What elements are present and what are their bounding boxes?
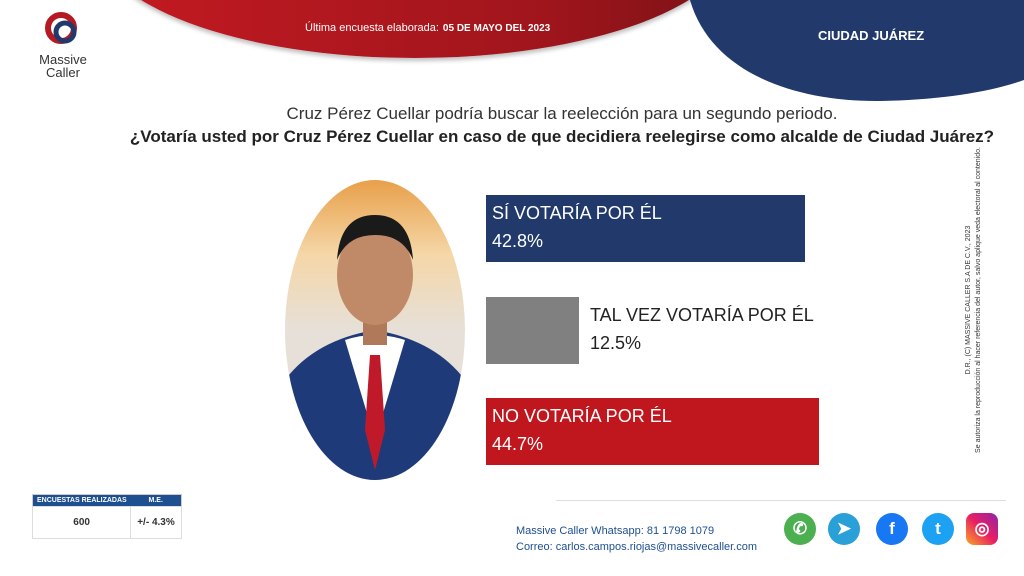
date-value: 05 DE MAYO DEL 2023: [442, 23, 551, 34]
survey-date: Última encuesta elaborada: 05 DE MAYO DEL…: [305, 22, 550, 34]
logo-icon: [45, 12, 77, 44]
bar-label-group: NO VOTARÍA POR ÉL 44.7%: [492, 402, 672, 458]
bar-1: [486, 297, 580, 364]
bar-label-group: TAL VEZ VOTARÍA POR ÉL 12.5%: [590, 301, 814, 357]
whatsapp-icon[interactable]: ✆: [784, 513, 816, 545]
question-title: ¿Votaría usted por Cruz Pérez Cuellar en…: [129, 127, 995, 146]
logo-text-2: Caller: [46, 65, 80, 80]
bar-category-label: SÍ VOTARÍA POR ÉL: [492, 203, 662, 223]
margin-header: M.E.: [130, 494, 182, 507]
facebook-icon[interactable]: f: [876, 513, 908, 545]
legal-line-1: D.R., (C) MASSIVE CALLER S.A DE C.V., 20…: [965, 225, 972, 375]
bar-0: [486, 195, 805, 262]
candidate-photo: [285, 180, 465, 480]
legal-notice: D.R., (C) MASSIVE CALLER S.A DE C.V., 20…: [964, 120, 984, 480]
contact-info: Massive Caller Whatsapp: 81 1798 1079 Cor…: [516, 523, 757, 555]
bar-value-label: 42.8%: [492, 231, 544, 251]
bar-2: [486, 398, 819, 465]
email-contact[interactable]: Correo: carlos.campos.riojas@massivecall…: [516, 541, 758, 553]
bar-category-label: NO VOTARÍA POR ÉL: [492, 406, 672, 426]
bar-value-label: 44.7%: [492, 434, 544, 454]
whatsapp-contact[interactable]: Massive Caller Whatsapp: 81 1798 1079: [516, 525, 715, 537]
bar-value-label: 12.5%: [590, 333, 642, 353]
legal-line-2: Se autoriza la reproducción al hacer ref…: [975, 147, 982, 453]
telegram-icon[interactable]: ➤: [828, 513, 860, 545]
instagram-icon[interactable]: ◎: [966, 513, 998, 545]
divider: [556, 500, 1006, 501]
twitter-icon[interactable]: t: [922, 513, 954, 545]
surveys-header: ENCUESTAS REALIZADAS: [32, 494, 131, 507]
date-label: Última encuesta elaborada:: [305, 22, 439, 34]
surveys-value: 600: [31, 506, 132, 539]
logo-text-1: Massive: [39, 52, 87, 67]
survey-stats-table: ENCUESTAS REALIZADAS M.E. 600 +/- 4.3%: [31, 494, 182, 539]
bar-category-label: TAL VEZ VOTARÍA POR ÉL: [590, 305, 814, 325]
bar-label-group: SÍ VOTARÍA POR ÉL 42.8%: [492, 199, 662, 255]
margin-value: +/- 4.3%: [130, 506, 182, 539]
city-label: CIUDAD JUÁREZ: [818, 28, 925, 43]
massive-caller-logo: Massive Caller: [30, 12, 96, 79]
question-intro: Cruz Pérez Cuellar podría buscar la reel…: [286, 104, 838, 123]
header-blue-circle: [690, 0, 1024, 102]
